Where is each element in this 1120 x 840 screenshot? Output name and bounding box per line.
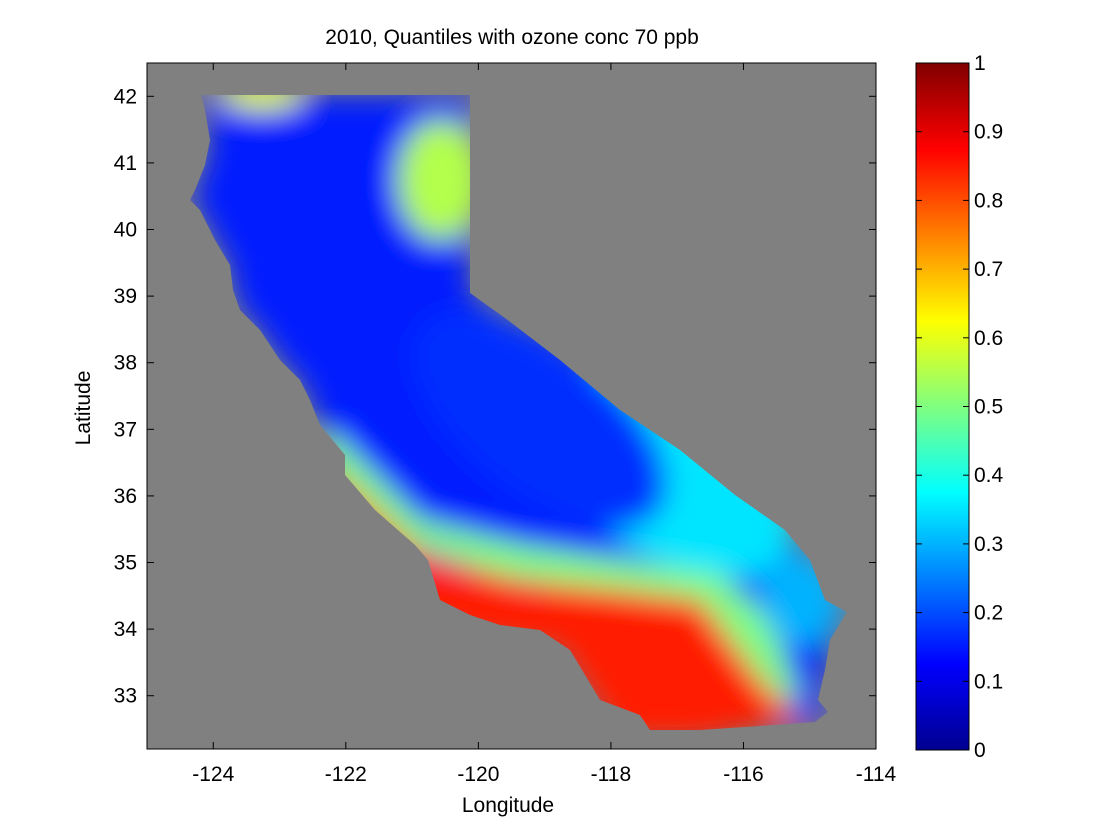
y-tick-label: 41 [114,152,137,175]
colorbar-tick-label: 0.5 [974,396,1003,419]
heat-region-valley-core [413,310,667,530]
x-tick-label: -122 [325,763,367,786]
colorbar-tick-label: 0.8 [974,189,1003,212]
x-tick-label: -116 [723,763,763,786]
colorbar [915,62,970,751]
colorbar-tick-label: 0.3 [974,533,1003,556]
y-tick-label: 40 [114,219,137,242]
x-axis: -124 -122 -120 -118 -116 -114 [192,63,897,786]
chart-title: 2010, Quantiles with ozone conc 70 ppb [325,26,699,49]
colorbar-ticks: 0 0.1 0.2 0.3 0.4 0.5 0.6 0.7 0.8 0.9 1 [916,52,1004,762]
heat-region-northeast [398,120,482,240]
y-axis-label: Latitude [72,371,95,446]
heat-region-north-coast [222,95,302,110]
y-tick-label: 34 [114,618,138,641]
y-tick-label: 35 [114,552,137,575]
heat-region-south-coast [330,470,800,730]
heat-region-transition [320,430,800,700]
x-tick-label: -120 [457,763,499,786]
colorbar-tick-label: 0.4 [974,464,1004,487]
colorbar-tick-label: 0 [974,739,986,762]
colorbar-tick-label: 0.7 [974,258,1003,281]
colorbar-tick-label: 0.9 [974,121,1003,144]
y-tick-label: 33 [114,685,137,708]
colorbar-tick-label: 0.6 [974,327,1003,350]
colorbar-tick-label: 0.2 [974,602,1003,625]
y-tick-label: 37 [114,418,137,441]
y-tick-label: 42 [114,85,137,108]
colorbar-tick-label: 1 [974,52,986,75]
california-heatmap [190,95,847,730]
y-tick-label: 36 [114,485,137,508]
x-tick-label: -118 [591,763,631,786]
y-tick-label: 39 [114,285,137,308]
x-tick-label: -124 [192,763,234,786]
x-tick-label: -114 [856,763,897,786]
y-axis: 33 34 35 36 37 38 39 40 41 42 [114,85,876,708]
colorbar-tick-label: 0.1 [974,670,1003,693]
x-axis-label: Longitude [462,794,554,817]
y-tick-label: 38 [114,352,137,375]
